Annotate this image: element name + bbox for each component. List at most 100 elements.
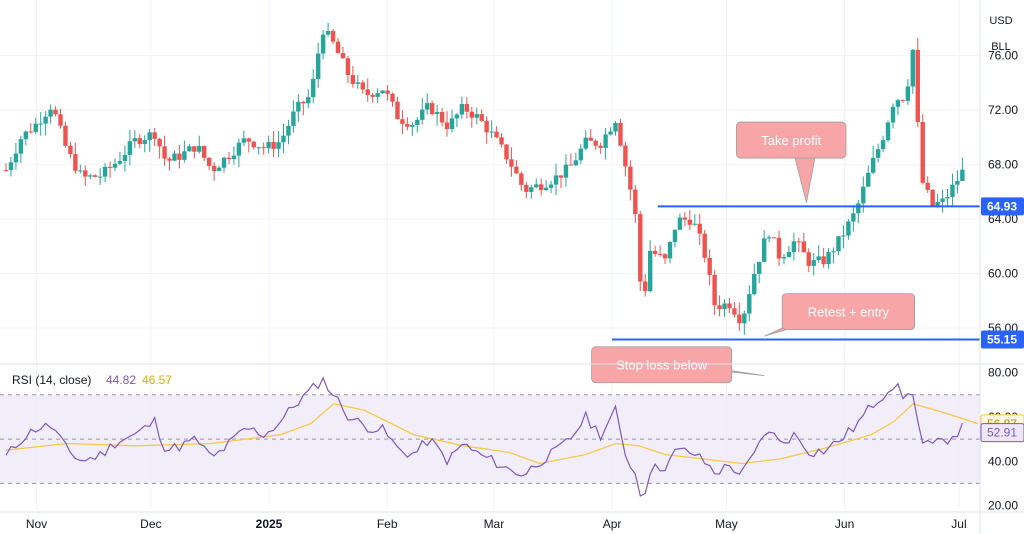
candle-body (172, 153, 177, 161)
time-axis-label: Jul (951, 517, 966, 531)
candle-body (102, 166, 108, 177)
candle-body (682, 217, 688, 220)
price-axis-tick: 76.00 (988, 49, 1018, 63)
candle-body (494, 131, 499, 138)
candle-body (578, 148, 584, 161)
candle-body (811, 260, 816, 266)
callout[interactable]: Retest + entry (764, 293, 916, 337)
candle-body (355, 82, 361, 84)
rsi-line (5, 376, 963, 497)
candle-body (846, 221, 851, 236)
candle-body (83, 170, 88, 177)
candle-body (707, 257, 712, 275)
candle-body (628, 166, 633, 190)
candle-body (905, 86, 911, 101)
candle-body (890, 106, 896, 123)
callout-box (736, 121, 847, 159)
callout[interactable]: Stop loss below (591, 346, 765, 384)
candle-body (761, 238, 767, 262)
candle-body (652, 250, 658, 254)
candle-body (256, 147, 261, 149)
candle-body (752, 273, 757, 295)
candle-body (395, 101, 400, 120)
candle-body (538, 184, 544, 191)
candle-body (147, 132, 152, 141)
candle-body (335, 41, 341, 54)
callout-text: Take profit (761, 133, 821, 148)
candle-body (895, 100, 901, 107)
horizontal-levels[interactable] (612, 205, 980, 341)
candle-body (548, 184, 554, 188)
candle-body (474, 114, 479, 118)
candle-body (826, 252, 831, 265)
candle-body (558, 175, 564, 178)
candle-body (454, 114, 460, 119)
candle-body (930, 189, 935, 206)
candle-body (276, 142, 281, 149)
candle-body (593, 140, 598, 146)
candle-body (499, 137, 504, 145)
candle-body (78, 170, 83, 172)
candle-body (117, 160, 123, 164)
candle-body (350, 74, 356, 84)
candle-body (286, 125, 291, 136)
time-axis-label: Nov (26, 517, 47, 531)
candle-body (434, 112, 440, 115)
candle-body (53, 109, 58, 115)
candle-body (18, 139, 24, 154)
candle-body (667, 241, 673, 259)
candle-body (246, 138, 252, 142)
candle-body (915, 49, 920, 123)
callout[interactable]: Take profit (736, 121, 847, 203)
candle-body (529, 187, 534, 192)
candle-body (940, 198, 945, 202)
candle-body (127, 141, 133, 155)
candle-body (415, 119, 420, 125)
candle-body (112, 163, 118, 168)
candle-body (142, 140, 147, 145)
candle-body (608, 131, 613, 135)
candle-body (543, 187, 549, 191)
candle-body (330, 30, 336, 42)
candle-body (861, 186, 866, 204)
time-axis-label: Dec (140, 517, 161, 531)
candle-body (375, 93, 380, 97)
candle-body (58, 114, 63, 126)
rsi-legend-label: RSI (14, close) (12, 373, 91, 387)
candle-body (588, 137, 593, 141)
candle-body (23, 131, 29, 140)
rsi-legend-ma-value: 46.57 (142, 373, 172, 387)
candle-body (781, 257, 787, 259)
candle-body (870, 157, 876, 173)
candle-body (563, 164, 569, 178)
callout-box (591, 346, 733, 384)
candle-body (880, 140, 886, 150)
candle-body (92, 175, 98, 177)
candle-body (122, 154, 128, 161)
candle-body (866, 172, 871, 187)
rsi-axis-tick: 80.00 (988, 366, 1018, 380)
candle-body (816, 256, 821, 261)
candle-body (459, 104, 465, 115)
candle-body (677, 217, 683, 230)
time-axis-label: Mar (484, 517, 505, 531)
candle-body (469, 111, 474, 118)
candle-body (97, 176, 103, 178)
candle-body (202, 146, 207, 158)
candle-body (197, 146, 202, 152)
annotation-callouts[interactable]: Take profit Retest + entry Stop loss below (591, 121, 916, 384)
candle-body (786, 252, 792, 258)
time-axis-label: May (715, 517, 738, 531)
candle-body (945, 197, 950, 199)
candle-body (737, 314, 742, 324)
candle-body (702, 233, 707, 258)
candle-body (757, 261, 762, 274)
candle-body (315, 53, 321, 79)
time-axis-label: Feb (377, 517, 398, 531)
candle-body (281, 135, 286, 143)
candle-body (692, 223, 697, 225)
candle-body (524, 184, 529, 192)
candle-body (157, 138, 162, 147)
